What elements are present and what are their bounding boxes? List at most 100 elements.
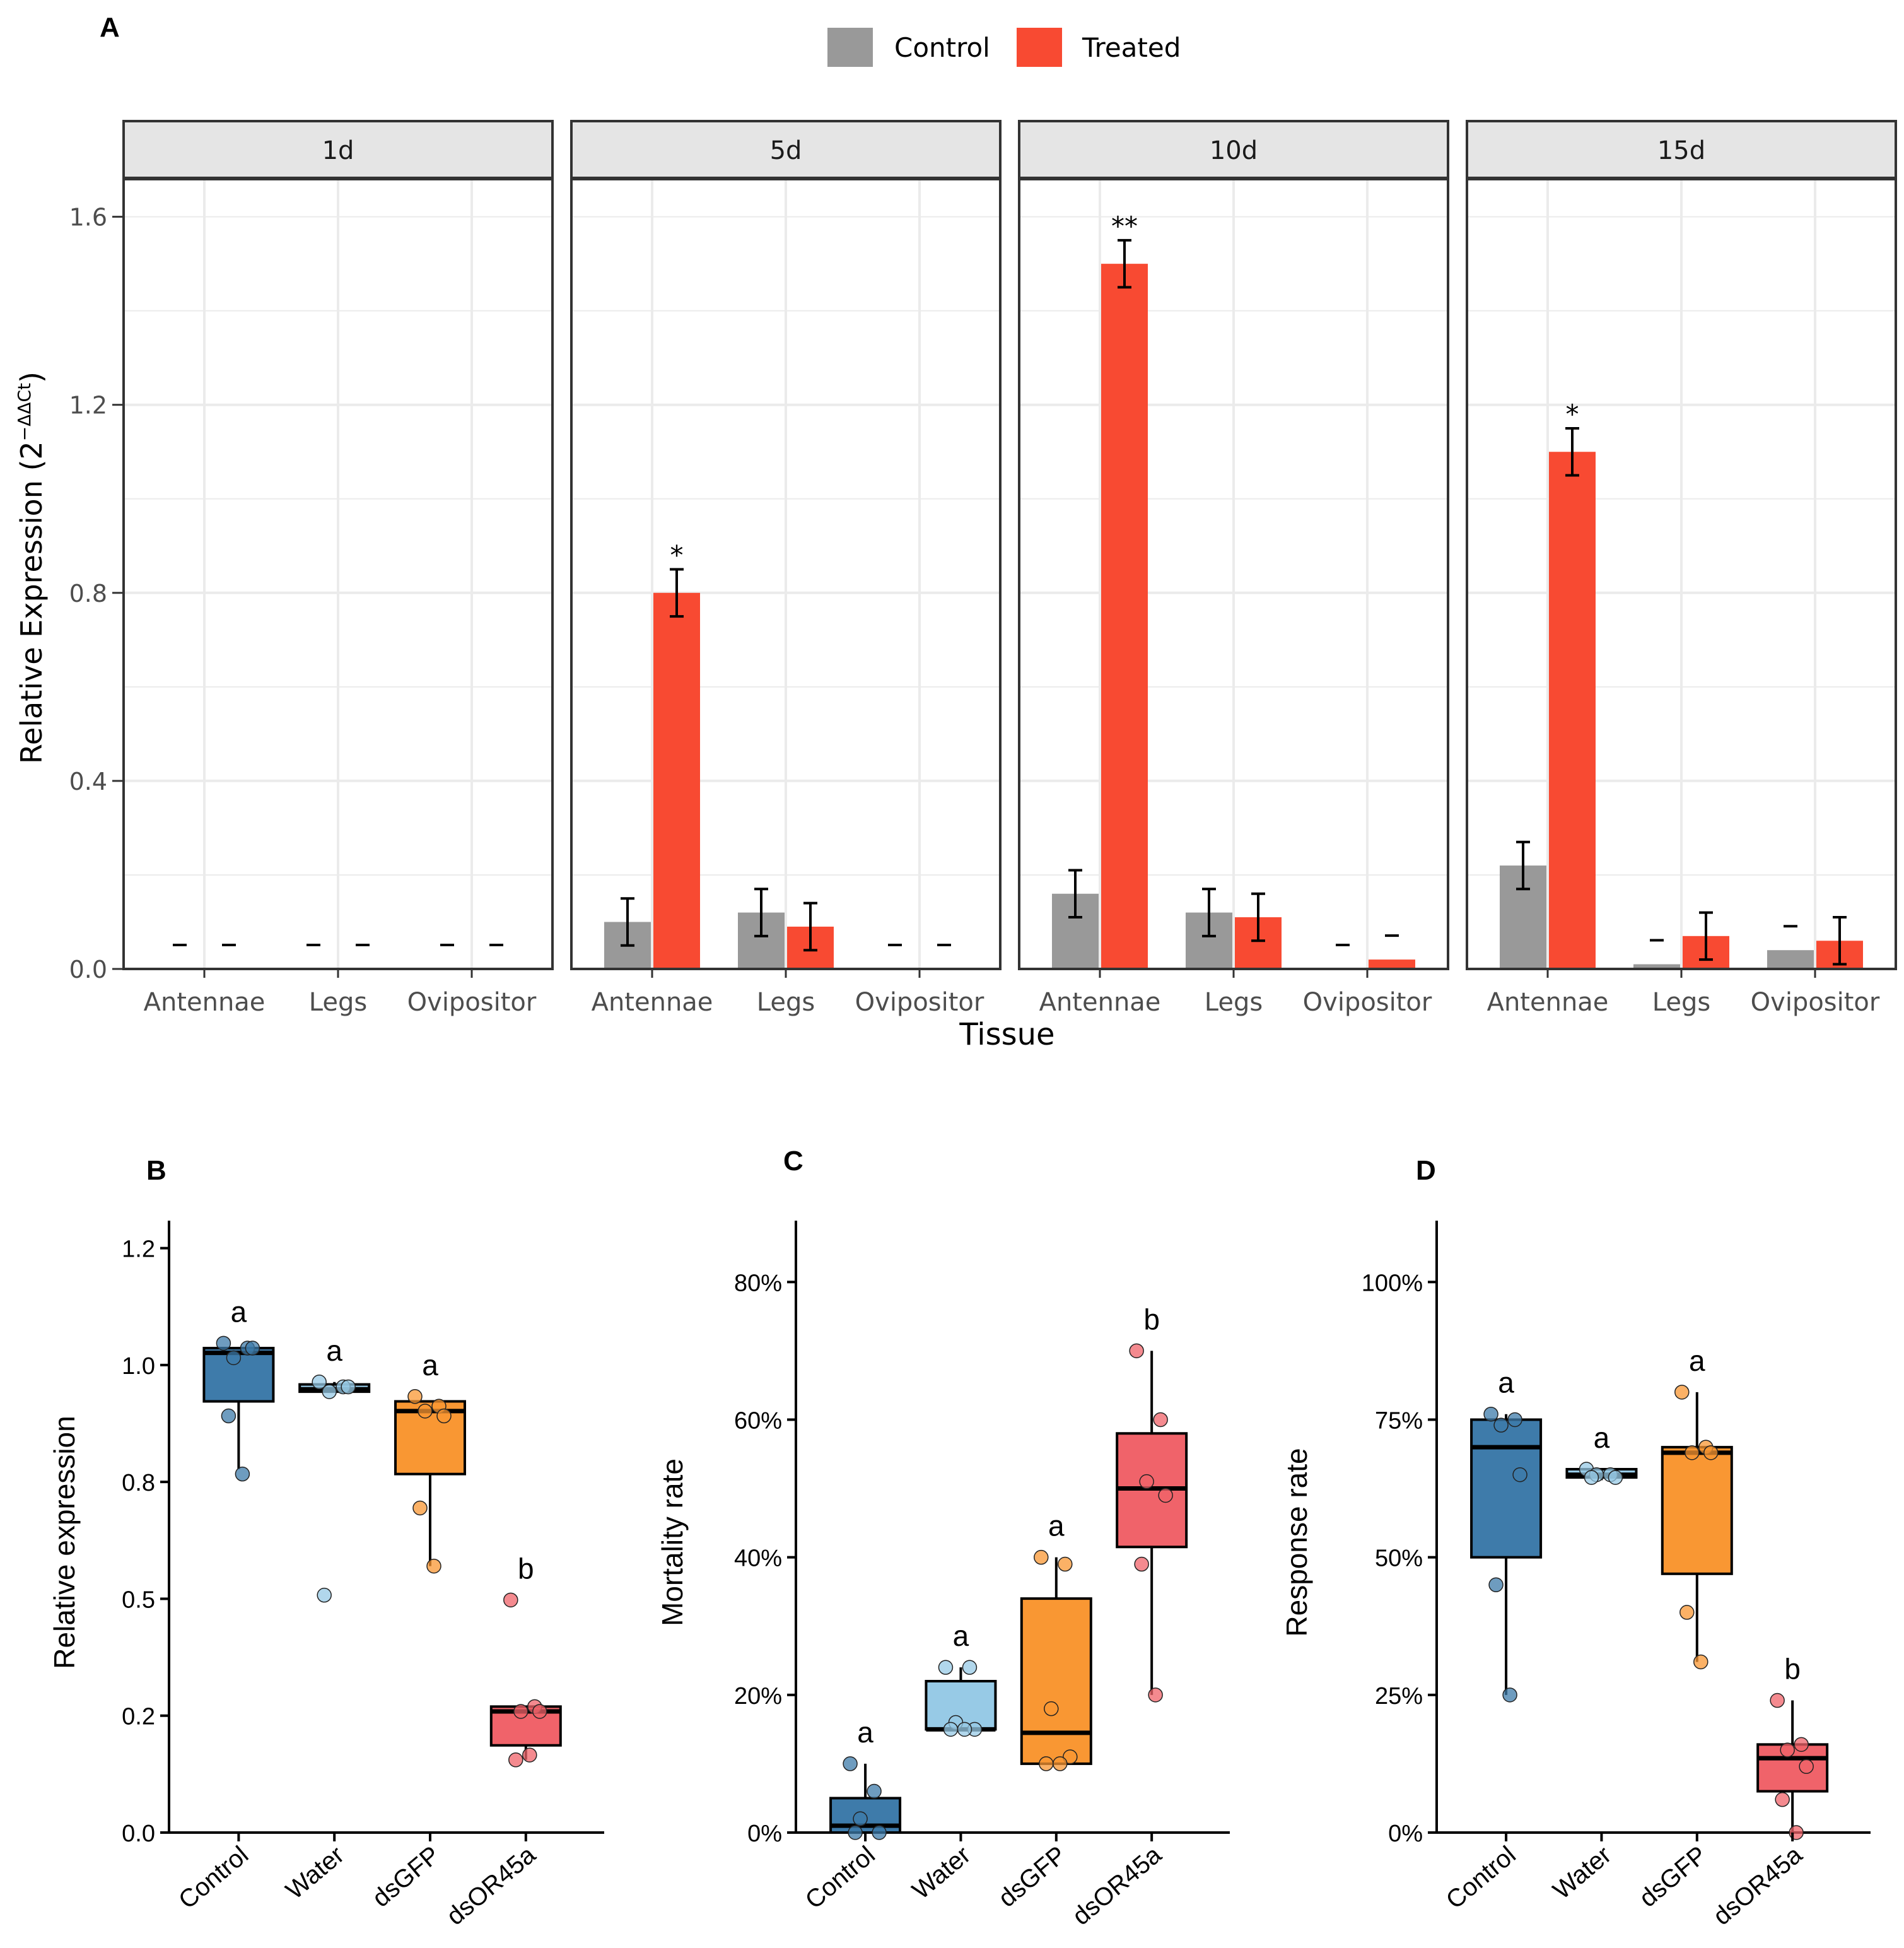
facet-label: 1d xyxy=(322,136,354,165)
panel-b-ytick-label: 1.0 xyxy=(122,1353,155,1380)
panel-d-point xyxy=(1799,1759,1814,1775)
panel-b-xtick-label: Water xyxy=(281,1841,349,1904)
panel-label-a: A xyxy=(100,12,120,43)
panel-d-point xyxy=(1770,1693,1785,1708)
bar-treated xyxy=(1549,452,1596,969)
panel-d-ytick-label: 100% xyxy=(1362,1270,1423,1296)
panel-b-point xyxy=(532,1704,547,1719)
panel-b-point xyxy=(226,1350,242,1366)
panel-b-point xyxy=(508,1752,523,1768)
panel-c-point xyxy=(1139,1474,1154,1489)
panel-b-point xyxy=(503,1592,518,1608)
legend: Control Treated xyxy=(827,28,1181,67)
panel-a-xtick-label: Legs xyxy=(1652,988,1710,1017)
panel-d-box xyxy=(1470,1418,1543,1559)
panel-b-point xyxy=(412,1500,428,1516)
panel-a-xtick-label: Ovipositor xyxy=(407,988,537,1017)
panel-d-point xyxy=(1775,1792,1790,1807)
panel-a-xtick-label: Legs xyxy=(1205,988,1263,1017)
panel-a-y-title-close: ) xyxy=(15,372,49,383)
panel-b-group-letter: a xyxy=(422,1349,438,1382)
panel-d-point xyxy=(1608,1470,1623,1485)
panel-label-d: D xyxy=(1416,1155,1436,1186)
panel-a-y-title-sup: −ΔΔCt xyxy=(14,383,35,441)
legend-swatch-treated xyxy=(1017,28,1062,67)
panel-d-point xyxy=(1488,1577,1504,1593)
panel-d-group-letter: b xyxy=(1784,1653,1801,1686)
panel-a-xtick-label: Legs xyxy=(757,988,815,1017)
panel-b-ytick-label: 0.2 xyxy=(122,1704,155,1730)
panel-d-point xyxy=(1780,1742,1795,1757)
facet-panel-border xyxy=(1466,178,1897,970)
bar-treated xyxy=(653,592,700,969)
panel-b-point xyxy=(245,1341,260,1356)
panel-d-box xyxy=(1661,1446,1733,1575)
panel-a-xtick-label: Ovipositor xyxy=(1751,988,1880,1017)
panel-d-point xyxy=(1794,1737,1809,1752)
panel-d-y-title: Response rate xyxy=(1280,1448,1313,1636)
panel-c-box xyxy=(1020,1597,1092,1765)
legend-swatch-control xyxy=(827,28,873,67)
panel-b-group-letter: a xyxy=(231,1295,247,1328)
panel-b-ytick-label: 0.0 xyxy=(122,1821,155,1847)
panel-d-point xyxy=(1703,1445,1719,1460)
panel-a-xtick-label: Legs xyxy=(309,988,367,1017)
panel-c-point xyxy=(1034,1549,1049,1565)
panel-b-point xyxy=(221,1408,237,1424)
panel-b-ytick-label: 0.8 xyxy=(122,1470,155,1496)
bar-treated xyxy=(1369,959,1415,969)
panel-d-group-letter: a xyxy=(1498,1366,1514,1399)
panel-d-point xyxy=(1584,1470,1599,1485)
panel-c-xtick-label: dsOR45a xyxy=(1067,1841,1167,1931)
panel-c-group-letter: b xyxy=(1143,1303,1160,1335)
panel-c-ytick-label: 60% xyxy=(734,1407,782,1434)
panel-b-xtick-label: dsOR45a xyxy=(441,1841,541,1931)
panel-a-x-title: Tissue xyxy=(959,1017,1054,1052)
panel-a-ytick-label: 0.8 xyxy=(69,580,107,607)
facet-panel-border xyxy=(570,178,1002,970)
panel-c-point xyxy=(867,1783,882,1799)
panel-b-group-letter: b xyxy=(518,1552,534,1585)
panel-b-xtick-label: Control xyxy=(173,1841,254,1915)
facet-strip xyxy=(122,120,554,179)
facet-panel-border xyxy=(1018,178,1449,970)
panel-d-box xyxy=(1756,1743,1829,1793)
panel-c-xtick-label: Water xyxy=(907,1841,976,1904)
panel-a-xtick-label: Ovipositor xyxy=(1303,988,1432,1017)
panel-c-ytick-label: 0% xyxy=(747,1821,782,1847)
panel-c-point xyxy=(1058,1556,1073,1572)
panel-c-point xyxy=(848,1825,863,1840)
panel-c-chart: 0% 20% 40% 60% 80% a Control a Water a dsGFP b dsOR4… xyxy=(734,1221,1230,1931)
panel-c-ytick-label: 40% xyxy=(734,1546,782,1572)
panel-a-chart: 0.0 0.4 0.8 1.2 1.6 1d Antennae Legs Ovipositor 5… xyxy=(69,120,1897,1017)
panel-b-point xyxy=(341,1379,356,1395)
panel-c-group-letter: a xyxy=(1048,1510,1065,1542)
panel-c-point xyxy=(1044,1701,1059,1716)
bar-control xyxy=(1633,964,1680,969)
panel-a-xtick-label: Antennae xyxy=(1487,988,1609,1017)
significance-marker: * xyxy=(670,540,684,571)
panel-d-point xyxy=(1512,1467,1527,1482)
panel-d-xtick-label: dsOR45a xyxy=(1708,1841,1808,1931)
panel-c-group-letter: a xyxy=(953,1619,969,1652)
panel-c-ytick-label: 20% xyxy=(734,1683,782,1710)
legend-label-control: Control xyxy=(894,32,990,63)
panel-c-point xyxy=(1134,1556,1149,1572)
panel-a-ytick-label: 0.0 xyxy=(69,956,107,983)
panel-c-point xyxy=(1158,1487,1173,1503)
panel-c-point xyxy=(1039,1756,1054,1771)
panel-b-point xyxy=(317,1587,332,1603)
bar-control xyxy=(1767,950,1814,969)
panel-b-ytick-label: 0.5 xyxy=(122,1587,155,1613)
panel-d-group-letter: a xyxy=(1594,1421,1610,1454)
panel-c-point xyxy=(1053,1756,1068,1771)
panel-d-point xyxy=(1483,1406,1498,1422)
panel-b-point xyxy=(426,1558,441,1574)
panel-b-chart: 0.0 0.2 0.5 0.8 1.0 1.2 a Control a Water a dsGFP b d… xyxy=(122,1221,604,1931)
panel-c-point xyxy=(872,1825,887,1840)
panel-d-ytick-label: 0% xyxy=(1388,1821,1423,1847)
panel-a-y-title-main: Relative Expression (2 xyxy=(15,441,49,764)
panel-c-point xyxy=(938,1660,954,1675)
panel-a-xtick-label: Ovipositor xyxy=(855,988,984,1017)
